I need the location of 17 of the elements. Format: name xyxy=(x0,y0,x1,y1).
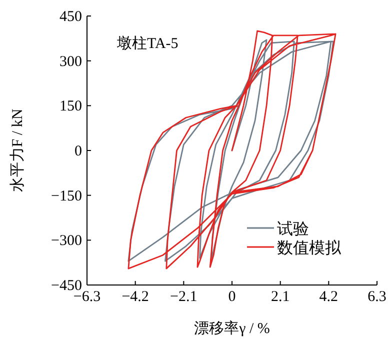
x-tick-label: 2.1 xyxy=(270,289,290,305)
x-tick-label: −2.1 xyxy=(170,289,198,305)
x-axis-title: 漂移率γ / % xyxy=(194,320,270,337)
x-tick-label: 6.3 xyxy=(368,289,386,305)
y-tick-label: 150 xyxy=(60,98,82,115)
y-tick-label: 0 xyxy=(74,144,82,160)
annotation: 墩柱TA-5 xyxy=(116,35,178,52)
y-tick-label: 450 xyxy=(60,9,82,25)
y-tick-label: −300 xyxy=(51,233,82,250)
y-tick-label: −150 xyxy=(51,188,82,204)
legend-label: 试验 xyxy=(277,220,309,238)
y-axis-title: 水平力F / kN xyxy=(9,108,26,192)
x-tick-label: 0 xyxy=(228,289,236,305)
x-tick-label: −4.2 xyxy=(122,289,149,305)
y-tick-label: 300 xyxy=(60,54,82,70)
x-tick-label: 4.2 xyxy=(319,289,338,305)
legend-label: 数值模拟 xyxy=(277,239,342,257)
